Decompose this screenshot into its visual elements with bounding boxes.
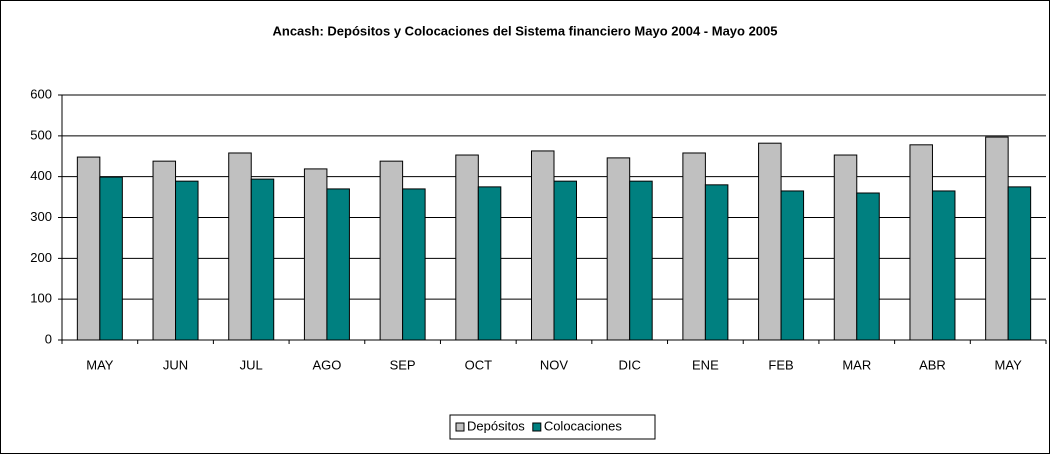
y-tick-label: 600: [30, 86, 52, 101]
legend-label: Depósitos: [467, 418, 525, 433]
x-tick-label: MAY: [86, 357, 114, 372]
x-tick-label: ABR: [919, 357, 946, 372]
y-tick-label: 100: [30, 291, 52, 306]
bar: [402, 188, 426, 341]
x-tick-label: ENE: [692, 357, 719, 372]
x-tick-label: AGO: [312, 357, 341, 372]
x-tick-label: MAY: [995, 357, 1023, 372]
y-tick-label: 300: [30, 209, 52, 224]
bar: [379, 160, 404, 341]
bar: [455, 154, 479, 341]
bar: [909, 144, 933, 341]
bar: [856, 192, 880, 341]
y-tick-label: 400: [30, 168, 52, 183]
legend-box: [449, 414, 656, 440]
bar: [152, 160, 177, 341]
bar: [931, 190, 956, 341]
bar: [99, 176, 123, 341]
bar: [682, 152, 706, 341]
x-tick-label: NOV: [540, 357, 569, 372]
bar: [1007, 186, 1032, 341]
y-tick-label: 0: [45, 331, 52, 346]
bar: [758, 142, 782, 341]
x-tick-label: SEP: [390, 357, 416, 372]
bar: [833, 154, 858, 341]
y-tick-label: 200: [30, 250, 52, 265]
legend-label: Colocaciones: [544, 418, 623, 433]
x-tick-label: MAR: [842, 357, 871, 372]
y-tick-label: 500: [30, 127, 52, 142]
bar: [606, 157, 631, 341]
x-tick-label: JUL: [240, 357, 263, 372]
bar: [250, 178, 275, 341]
bar: [704, 184, 729, 341]
bar: [531, 150, 555, 341]
bar: [780, 190, 805, 341]
legend-swatch: [455, 422, 465, 432]
x-tick-label: DIC: [618, 357, 640, 372]
bar: [303, 168, 328, 341]
x-tick-label: FEB: [768, 357, 793, 372]
chart-title: Ancash: Depósitos y Colocaciones del Sis…: [272, 23, 777, 38]
bar: [553, 180, 577, 341]
bar: [228, 152, 252, 341]
bar: [76, 156, 101, 341]
legend-swatch: [532, 422, 542, 432]
bar: [629, 180, 653, 341]
x-tick-label: OCT: [465, 357, 493, 372]
bar: [175, 180, 199, 341]
bar: [985, 136, 1009, 341]
bar: [326, 188, 350, 341]
x-tick-label: JUN: [163, 357, 188, 372]
bar: [477, 186, 502, 341]
